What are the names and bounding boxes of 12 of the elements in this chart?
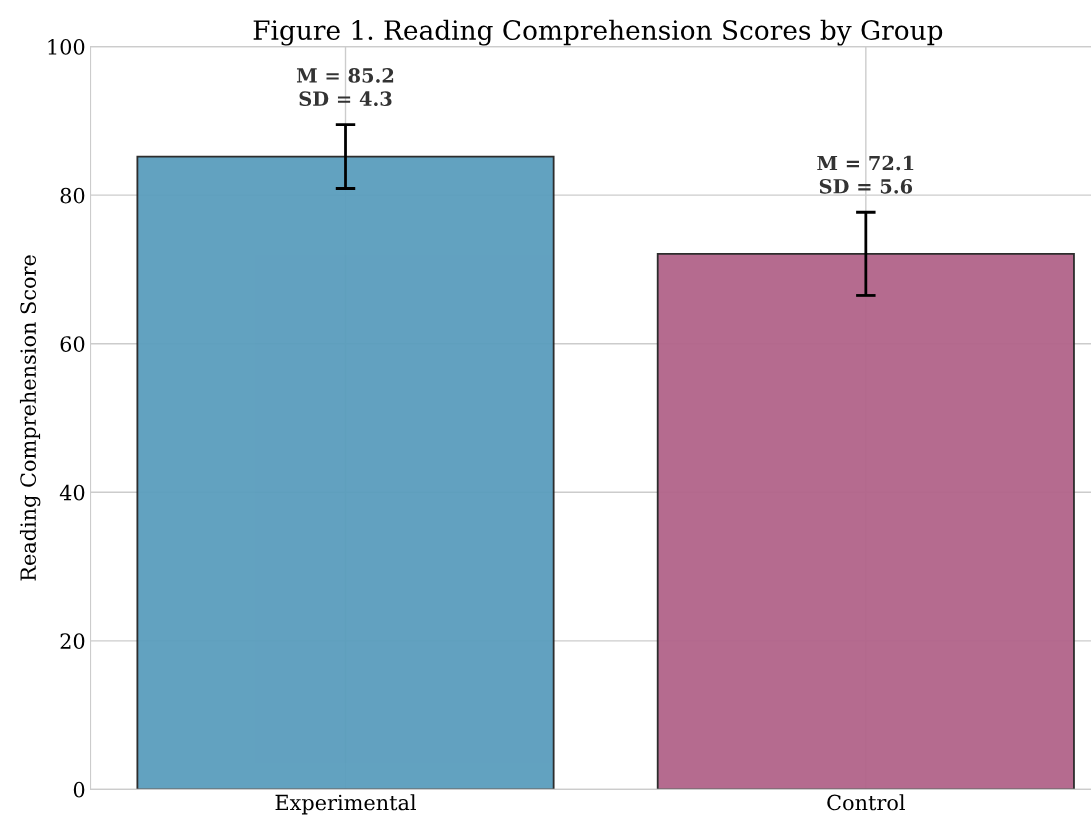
- y-tick-label: 20: [60, 633, 85, 650]
- y-tick-label: 80: [60, 187, 85, 204]
- y-axis-title: Reading Comprehension Score: [19, 255, 41, 581]
- x-tick-label: Experimental: [275, 794, 416, 815]
- chart-title: Figure 1. Reading Comprehension Scores by Group: [253, 19, 943, 46]
- y-tick-label: 40: [59, 484, 85, 501]
- data-label: M = 72.1 SD = 5.6: [817, 155, 914, 194]
- y-tick-label: 60: [60, 336, 85, 352]
- x-tick-label: Control: [827, 794, 905, 811]
- y-tick-label: 100: [48, 39, 85, 55]
- y-tick-label: 0: [73, 781, 85, 798]
- data-label: M = 85.2 SD = 4.3: [296, 68, 394, 106]
